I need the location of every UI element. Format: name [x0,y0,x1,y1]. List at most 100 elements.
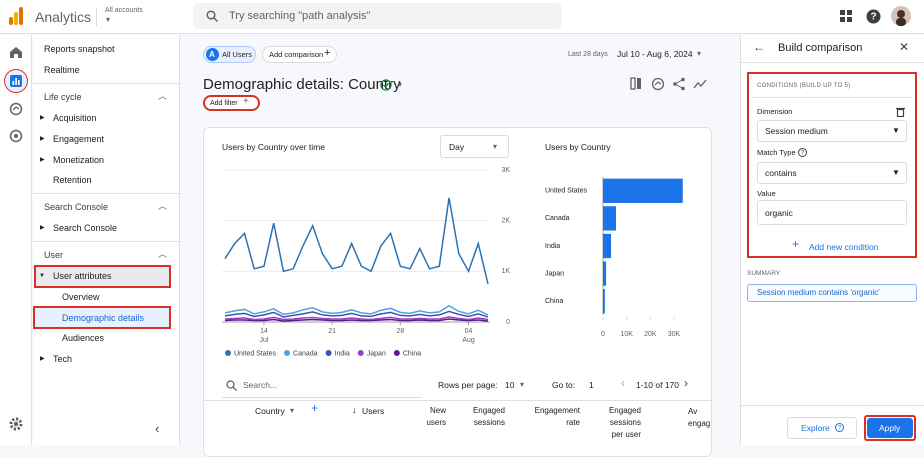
match-type-value: contains [765,168,797,178]
interval-value: Day [449,142,465,152]
expand-caret[interactable]: ▶ [40,115,45,121]
nav-section[interactable]: Search Console [44,202,109,212]
nav-item[interactable]: Acquisition [53,113,97,123]
nav-item[interactable]: Audiences [62,333,105,343]
line-chart-title: Users by Country over time [222,142,325,152]
close-button[interactable]: ✕ [899,40,910,54]
column-header[interactable]: New users [426,405,446,429]
nav-item[interactable]: Monetization [53,155,105,165]
y-tick-label: 1K [501,268,510,275]
report-actions[interactable] [630,77,710,91]
nav-item-selected [33,306,171,329]
add-condition-button[interactable]: Add new condition [809,242,879,252]
advertising-icon[interactable] [9,129,23,143]
nav-item[interactable]: Search Console [53,223,118,233]
y-tick-label: 0 [506,319,510,326]
account-picker[interactable]: All accounts [105,7,143,14]
legend-label: Canada [293,350,318,357]
help-icon[interactable]: ? [798,148,807,157]
select-caret[interactable]: ▾ [520,380,525,389]
account-caret[interactable]: ▾ [106,15,111,24]
add-comparison-button[interactable] [262,46,337,63]
prev-page[interactable]: ‹ [621,376,625,390]
column-header[interactable]: Av engag [688,406,710,430]
collapse-caret[interactable]: ︿ [158,91,168,101]
bar [603,261,607,286]
expand-caret[interactable]: ▶ [40,225,45,231]
dimension-select[interactable] [757,120,907,142]
dimension-value: Session medium [765,126,828,136]
back-button[interactable]: ← [753,40,765,54]
settings-icon[interactable] [9,417,23,431]
nav-section[interactable]: User [44,250,64,260]
delete-icon[interactable] [896,107,905,117]
expand-caret[interactable]: ▶ [40,157,45,163]
sort-arrow: ↓ [352,405,357,415]
nav-item[interactable]: Engagement [53,134,105,144]
match-type-select[interactable] [757,162,907,184]
expand-caret[interactable]: ▶ [40,356,45,362]
rows-per-page-label: Rows per page: [438,380,498,390]
series-line [224,316,489,321]
nav-item[interactable]: Reports snapshot [44,44,115,54]
summary-text: Session medium contains 'organic' [757,288,880,297]
apply-button[interactable] [867,418,913,438]
y-tick-label: Japan [545,270,564,277]
nav-item[interactable]: Overview [62,292,100,302]
legend-swatch [225,350,231,356]
x-tick-label: 10K [620,331,633,338]
column-header-line: Engaged [472,406,505,415]
explore-button[interactable] [787,417,857,439]
segment-name: All Users [222,50,253,59]
go-to[interactable]: 1 [589,380,594,390]
legend-swatch [325,350,332,356]
add-filter-button[interactable] [203,95,260,111]
plus-icon: + [792,237,800,251]
select-caret[interactable]: ▾ [290,406,295,415]
expand-caret[interactable]: ▼ [39,273,45,279]
collapse-caret[interactable]: ︿ [158,201,168,211]
expand-caret[interactable]: ▶ [40,136,45,142]
divider [222,397,422,398]
select-caret: ▾ [493,142,498,151]
collapse-nav[interactable]: ‹ [155,421,160,436]
segment-badge-bg [206,48,219,61]
panel-title: Build comparison [778,42,863,54]
add-dimension[interactable]: + [311,401,319,415]
nav-section[interactable]: Life cycle [44,92,82,102]
nav-item[interactable]: Retention [53,175,92,185]
rows-per-page[interactable]: 10 [505,380,515,390]
column-header[interactable]: Engagement rate [530,405,580,429]
legend-swatch [357,350,364,356]
dimension-label: Dimension [757,107,793,116]
interval-select[interactable] [440,135,509,158]
column-header[interactable]: Engaged sessions per user [600,405,641,441]
column-header[interactable]: Engaged sessions [465,405,505,429]
column-header[interactable]: Users [362,406,385,416]
conditions-highlight [747,72,917,258]
home-icon[interactable] [9,46,23,59]
plus-icon: + [243,96,249,107]
next-page[interactable]: › [684,376,688,390]
svg-text:?: ? [838,426,842,432]
help-icon[interactable]: ? [866,9,881,24]
nav-item[interactable]: User attributes [53,271,112,281]
dimension-header[interactable]: Country [255,406,285,416]
explore-icon[interactable] [9,102,23,116]
date-caret[interactable]: ▾ [697,49,702,58]
apps-icon[interactable] [840,10,853,23]
collapse-caret[interactable]: ︿ [158,249,168,259]
table-search[interactable]: Search... [243,380,278,390]
search-box[interactable] [193,3,562,29]
conditions-label: CONDITIONS (BUILD UP TO 5) [757,83,851,89]
avatar[interactable] [891,6,911,26]
nav-item[interactable]: Tech [53,354,73,364]
apply-label: Apply [879,423,901,433]
title-caret[interactable]: ▾ [398,80,403,89]
date-range[interactable]: Jul 10 - Aug 6, 2024 [617,49,693,59]
nav-item[interactable]: Realtime [44,65,80,75]
nav-item[interactable]: Demographic details [62,313,145,323]
value-input[interactable] [757,200,907,225]
segment-badge: A [209,50,215,59]
page: Analytics All accounts ▾ Try searching "… [0,3,924,457]
